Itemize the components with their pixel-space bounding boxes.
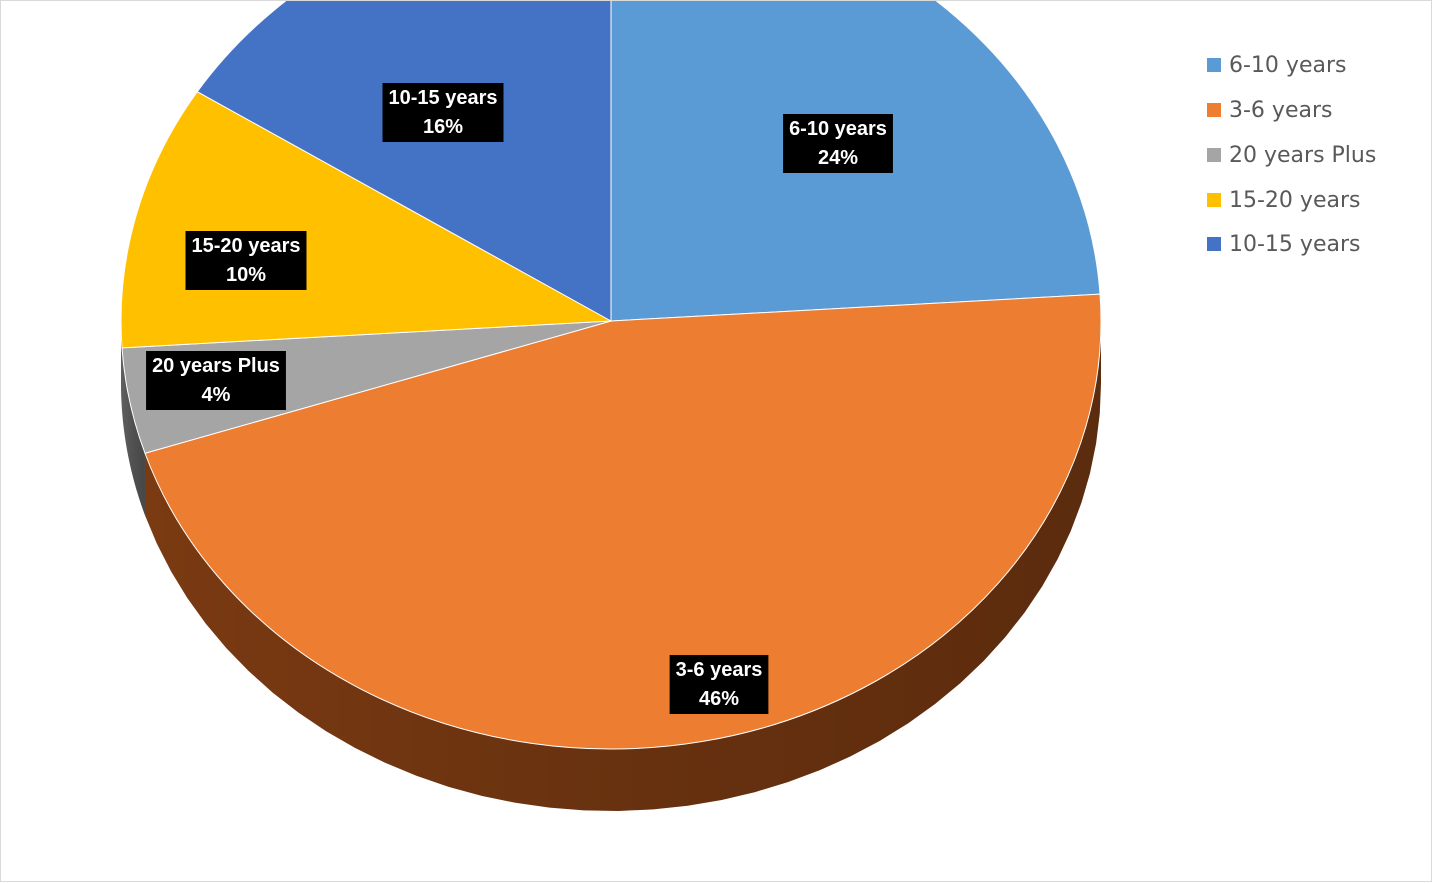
data-label-category: 3-6 years bbox=[676, 659, 763, 681]
data-label-box bbox=[669, 655, 769, 714]
data-label-box bbox=[382, 83, 504, 142]
pie-side-shade-20-years-plus bbox=[121, 347, 145, 516]
legend: 6-10 years 3-6 years 20 years Plus 15-20… bbox=[1189, 21, 1395, 257]
data-label-percent: 4% bbox=[202, 384, 231, 406]
data-label-percent: 24% bbox=[818, 147, 858, 169]
legend-item-20-years-plus: 20 years Plus bbox=[1207, 140, 1376, 170]
legend-swatch bbox=[1207, 103, 1221, 117]
pie-slice-10-15-years bbox=[196, 1, 612, 322]
legend-label: 3-6 years bbox=[1229, 97, 1333, 123]
pie-labels: 6-10 years 24% 3-6 years 46% 20 years Plus 4%… bbox=[146, 83, 893, 714]
legend-label: 10-15 years bbox=[1229, 231, 1361, 257]
legend-item-15-20-years: 15-20 years bbox=[1207, 185, 1360, 215]
data-label-15-20-years: 15-20 years 10% bbox=[185, 231, 307, 290]
data-label-box bbox=[185, 231, 307, 290]
legend-item-10-15-years: 10-15 years bbox=[1207, 229, 1360, 259]
data-label-category: 10-15 years bbox=[389, 87, 498, 109]
legend-swatch bbox=[1207, 58, 1221, 72]
data-label-category: 6-10 years bbox=[789, 118, 887, 140]
legend-label: 6-10 years bbox=[1229, 52, 1347, 78]
legend-item-6-10-years: 6-10 years bbox=[1207, 50, 1346, 80]
legend-swatch bbox=[1207, 193, 1221, 207]
data-label-percent: 10% bbox=[226, 264, 266, 286]
legend-item-3-6-years: 3-6 years bbox=[1207, 95, 1332, 125]
legend-label: 15-20 years bbox=[1229, 187, 1361, 213]
pie-slice-3-6-years bbox=[144, 293, 1102, 750]
data-label-3-6-years: 3-6 years 46% bbox=[669, 655, 769, 714]
data-label-category: 15-20 years bbox=[192, 235, 301, 257]
data-label-percent: 46% bbox=[699, 688, 739, 710]
data-label-percent: 16% bbox=[423, 116, 463, 138]
data-label-category: 20 years Plus bbox=[152, 355, 280, 377]
data-label-10-15-years: 10-15 years 16% bbox=[382, 83, 504, 142]
data-label-6-10-years: 6-10 years 24% bbox=[783, 114, 893, 173]
data-label-box bbox=[146, 351, 286, 410]
legend-swatch bbox=[1207, 148, 1221, 162]
legend-swatch bbox=[1207, 237, 1221, 251]
data-label-box bbox=[783, 114, 893, 173]
data-label-20-years-plus: 20 years Plus 4% bbox=[146, 351, 286, 410]
legend-label: 20 years Plus bbox=[1229, 142, 1377, 168]
